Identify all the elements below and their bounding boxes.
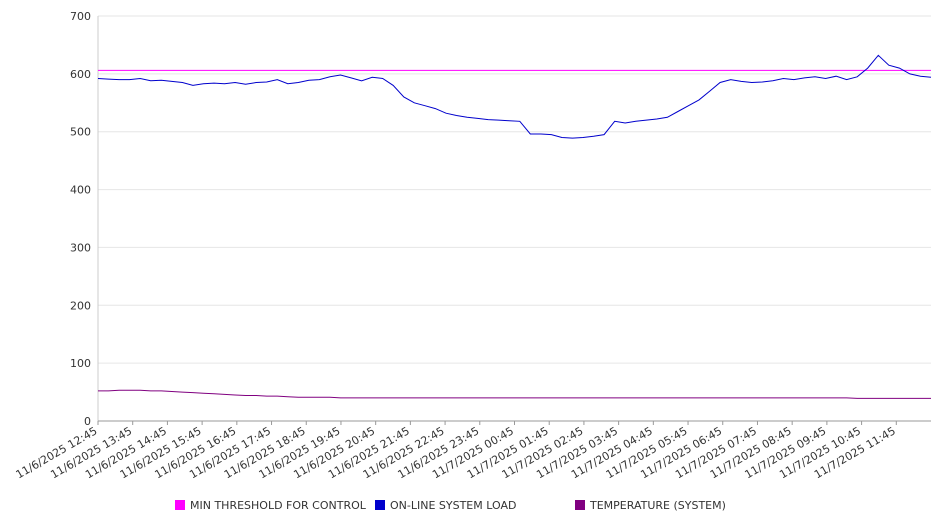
y-tick-label: 500 (70, 126, 91, 139)
legend-swatch-1 (175, 500, 185, 510)
y-tick-label: 700 (70, 10, 91, 23)
legend-label-3: TEMPERATURE (SYSTEM) (589, 499, 726, 512)
legend-label-1: MIN THRESHOLD FOR CONTROL (190, 499, 367, 512)
y-tick-label: 400 (70, 184, 91, 197)
legend-swatch-2 (375, 500, 385, 510)
y-tick-label: 300 (70, 241, 91, 254)
legend-swatch-3 (575, 500, 585, 510)
y-tick-label: 600 (70, 68, 91, 81)
y-tick-label: 100 (70, 357, 91, 370)
series-line-3 (98, 389, 931, 399)
series-line-2 (97, 54, 932, 139)
y-tick-label: 0 (84, 415, 91, 428)
y-tick-label: 200 (70, 299, 91, 312)
legend-label-2: ON-LINE SYSTEM LOAD (390, 499, 516, 512)
